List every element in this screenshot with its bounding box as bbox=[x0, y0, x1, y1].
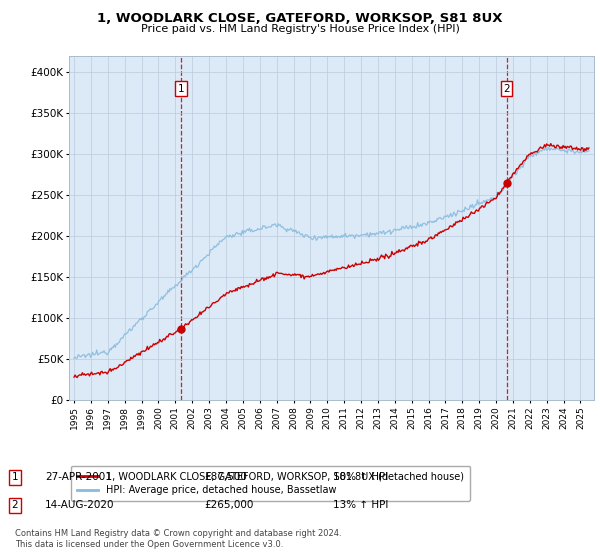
Text: 10% ↑ HPI: 10% ↑ HPI bbox=[333, 472, 388, 482]
Text: Contains HM Land Registry data © Crown copyright and database right 2024.
This d: Contains HM Land Registry data © Crown c… bbox=[15, 529, 341, 549]
Text: £265,000: £265,000 bbox=[204, 500, 253, 510]
Legend: 1, WOODLARK CLOSE, GATEFORD, WORKSOP, S81 8UX (detached house), HPI: Average pri: 1, WOODLARK CLOSE, GATEFORD, WORKSOP, S8… bbox=[71, 465, 470, 501]
Text: 13% ↑ HPI: 13% ↑ HPI bbox=[333, 500, 388, 510]
Text: 27-APR-2001: 27-APR-2001 bbox=[45, 472, 112, 482]
Text: 2: 2 bbox=[503, 84, 510, 94]
Text: 1, WOODLARK CLOSE, GATEFORD, WORKSOP, S81 8UX: 1, WOODLARK CLOSE, GATEFORD, WORKSOP, S8… bbox=[97, 12, 503, 25]
Text: 1: 1 bbox=[11, 472, 19, 482]
Text: 2: 2 bbox=[11, 500, 19, 510]
Text: 1: 1 bbox=[178, 84, 184, 94]
Text: Price paid vs. HM Land Registry's House Price Index (HPI): Price paid vs. HM Land Registry's House … bbox=[140, 24, 460, 34]
Text: 14-AUG-2020: 14-AUG-2020 bbox=[45, 500, 115, 510]
Text: £87,500: £87,500 bbox=[204, 472, 247, 482]
